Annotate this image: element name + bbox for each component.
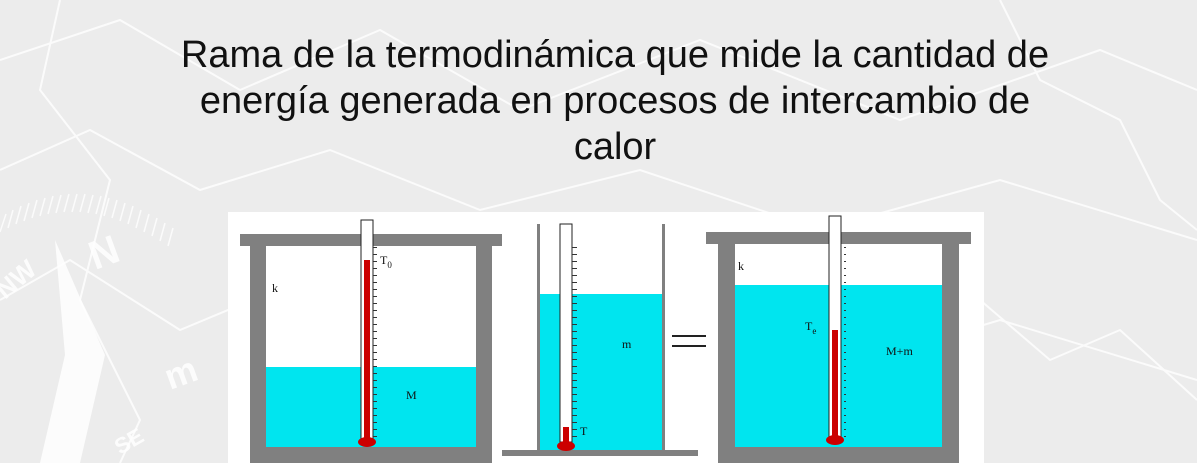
vessel-3-right-wall (942, 244, 959, 463)
vessel-3-liquid-label: M+m (886, 344, 913, 358)
thermometer-2-tube (559, 223, 573, 443)
thermometer-3-label-sub: e (812, 326, 816, 336)
thermometer-3-bulb (826, 435, 844, 445)
title-line-2: energía generada en procesos de intercam… (199, 80, 1031, 122)
thermometer-3-label-main: T (805, 319, 813, 333)
vessel-3-wall-label: k (738, 259, 744, 273)
thermometer-3-scale (841, 242, 846, 438)
thermometer-2 (557, 223, 577, 451)
vessel-2-water (540, 294, 662, 450)
slide-title: Rama de la termodinámica que mide la can… (110, 32, 1120, 170)
vessel-1-left-wall (250, 246, 266, 463)
calorimetry-diagram: k T0 M m T (228, 212, 984, 463)
thermometer-2-bulb (557, 441, 575, 451)
vessel-2-base (502, 450, 698, 456)
svg-text:m: m (159, 348, 203, 397)
thermometer-2-label: T (580, 424, 588, 438)
thermometer-2-scale (572, 246, 577, 440)
vessel-3-left-wall (718, 244, 735, 463)
svg-text:NW: NW (0, 253, 42, 304)
vessel-2-liquid-label: m (622, 337, 632, 351)
vessel-1-liquid-label: M (406, 388, 417, 402)
vessel-1: k T0 M (240, 219, 502, 463)
title-line-3: calor (573, 126, 657, 168)
equals-sign-bottom-bar (672, 345, 706, 347)
vessel-2: m T (502, 223, 698, 456)
vessel-1-wall-label: k (272, 281, 278, 295)
title-line-1: Rama de la termodinámica que mide la can… (180, 34, 1050, 76)
vessel-2-right-wall (662, 224, 665, 450)
equals-sign-top-bar (672, 335, 706, 337)
thermometer-1-label: T0 (380, 253, 392, 270)
thermometer-1-label-main: T (380, 253, 388, 267)
thermometer-1-bulb (358, 437, 376, 447)
calorimetry-diagram-svg: k T0 M m T (240, 215, 971, 463)
svg-text:N: N (83, 227, 125, 278)
thermometer-3 (826, 215, 846, 445)
vessel-1-bottom-wall (250, 447, 492, 463)
vessel-2-left-wall (537, 224, 540, 450)
svg-text:SE: SE (110, 423, 148, 459)
equals-sign (672, 335, 706, 347)
vessel-3: k Te M+m (706, 215, 971, 463)
thermometer-1-label-sub: 0 (387, 260, 392, 270)
thermometer-2-mercury (563, 427, 569, 442)
vessel-1-right-wall (476, 246, 492, 463)
thermometer-3-label: Te (805, 319, 816, 336)
thermometer-3-mercury (832, 330, 838, 440)
vessel-3-bottom-wall (718, 447, 959, 463)
thermometer-1-mercury (364, 260, 370, 442)
thermometer-1-scale (373, 246, 378, 440)
thermometer-1 (358, 219, 378, 447)
